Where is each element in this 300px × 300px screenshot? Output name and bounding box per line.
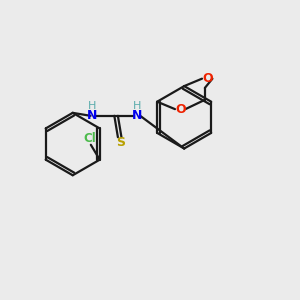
Text: H: H <box>132 101 141 111</box>
Text: O: O <box>175 103 186 116</box>
Text: N: N <box>131 109 142 122</box>
Text: Cl: Cl <box>83 132 96 145</box>
Text: O: O <box>202 72 213 85</box>
Text: S: S <box>116 136 125 149</box>
Text: N: N <box>87 109 97 122</box>
Text: H: H <box>88 101 96 111</box>
